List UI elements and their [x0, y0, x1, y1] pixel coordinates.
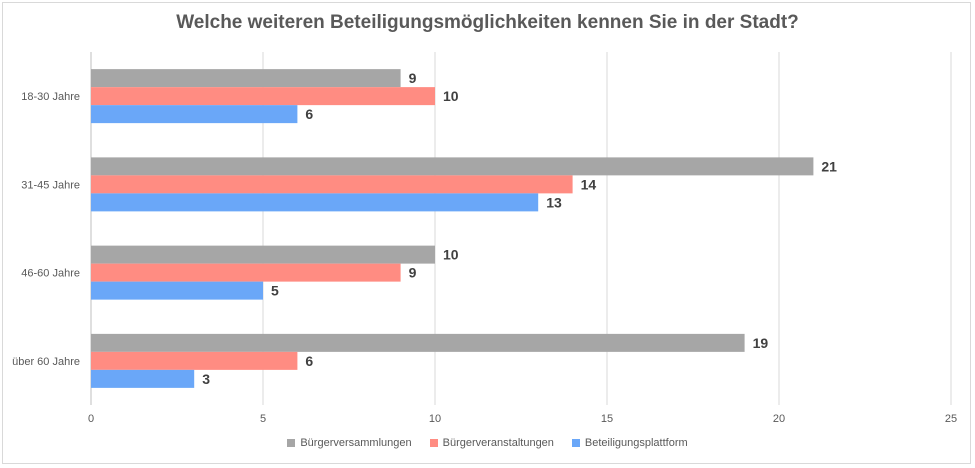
data-label: 10: [443, 88, 459, 104]
legend-swatch: [571, 439, 580, 447]
x-tick-label: 20: [773, 413, 785, 425]
bar: [91, 175, 573, 194]
bar: [91, 245, 435, 264]
chart-title: Welche weiteren Beteiligungsmöglichkeite…: [176, 12, 799, 33]
legend-label: Beteiligungsplattform: [584, 437, 688, 449]
data-label: 6: [305, 353, 313, 369]
bar: [91, 105, 298, 124]
bar: [91, 281, 263, 300]
legend-label: Bürgerversammlungen: [300, 437, 412, 449]
x-tick-label: 15: [601, 413, 613, 425]
legend-item-buergerversammlungen: Bürgerversammlungen: [287, 437, 412, 449]
bar: [91, 263, 401, 282]
legend-item-beteiligungsplattform: Beteiligungsplattform: [571, 437, 688, 449]
bar: [91, 69, 401, 88]
y-category-label: 46-60 Jahre: [21, 268, 80, 280]
data-label: 19: [753, 335, 769, 351]
data-label: 3: [202, 371, 210, 387]
legend-label: Bürgerveranstaltungen: [442, 437, 554, 449]
data-label: 9: [409, 70, 417, 86]
bar: [91, 87, 435, 106]
x-tick-label: 5: [260, 413, 266, 425]
data-label: 10: [443, 247, 459, 263]
bar: [91, 157, 814, 176]
bar: [91, 333, 745, 352]
data-label: 9: [409, 265, 417, 281]
bar: [91, 193, 539, 212]
data-label: 13: [546, 194, 562, 210]
legend-item-buergerveranstaltungen: Bürgerveranstaltungen: [429, 437, 554, 449]
data-label: 14: [581, 176, 597, 192]
bar: [91, 369, 195, 388]
legend: Bürgerversammlungen Bürgerveranstaltunge…: [0, 437, 975, 449]
x-tick-label: 10: [429, 413, 441, 425]
data-label: 5: [271, 283, 279, 299]
legend-swatch: [287, 439, 296, 447]
x-tick-label: 0: [88, 413, 94, 425]
legend-swatch: [429, 439, 438, 447]
data-label: 21: [821, 158, 837, 174]
data-label: 6: [305, 106, 313, 122]
x-tick-label: 25: [945, 413, 957, 425]
y-category-label: 31-45 Jahre: [21, 179, 80, 191]
bar: [91, 351, 298, 370]
y-category-label: 18-30 Jahre: [21, 91, 80, 103]
y-category-label: über 60 Jahre: [12, 356, 80, 368]
